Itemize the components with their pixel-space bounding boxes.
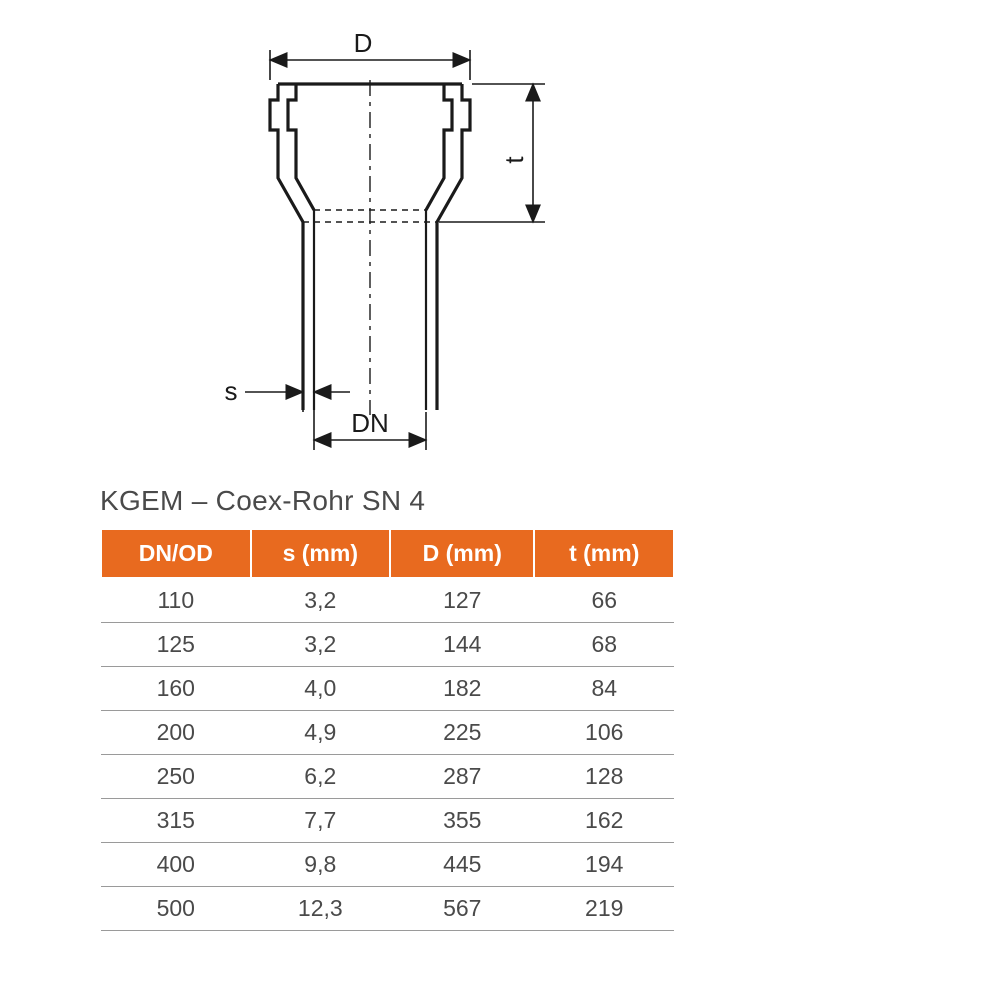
table-cell: 500 [101,887,251,931]
dim-label-s: s [225,376,238,406]
table-row: 2506,2287128 [101,755,674,799]
pipe-diagram: D t s DN [175,30,675,470]
table-cell: 12,3 [251,887,390,931]
col-header: s (mm) [251,529,390,578]
table-cell: 219 [534,887,674,931]
table-cell: 567 [390,887,534,931]
table-cell: 7,7 [251,799,390,843]
table-cell: 110 [101,578,251,623]
table-cell: 127 [390,578,534,623]
dim-label-D: D [354,30,373,58]
table-cell: 9,8 [251,843,390,887]
table-title: KGEM – Coex-Rohr SN 4 [100,485,425,517]
table-cell: 445 [390,843,534,887]
table-cell: 194 [534,843,674,887]
dimensions-table: DN/OD s (mm) D (mm) t (mm) 1103,21276612… [100,528,675,931]
table-cell: 66 [534,578,674,623]
table-cell: 160 [101,667,251,711]
col-header: DN/OD [101,529,251,578]
col-header: D (mm) [390,529,534,578]
table-cell: 106 [534,711,674,755]
table-cell: 287 [390,755,534,799]
table-row: 1253,214468 [101,623,674,667]
table-cell: 400 [101,843,251,887]
table-cell: 182 [390,667,534,711]
table-row: 1103,212766 [101,578,674,623]
table-cell: 3,2 [251,578,390,623]
table-cell: 315 [101,799,251,843]
table-row: 2004,9225106 [101,711,674,755]
table-cell: 355 [390,799,534,843]
table-row: 3157,7355162 [101,799,674,843]
col-header: t (mm) [534,529,674,578]
table-row: 50012,3567219 [101,887,674,931]
table-cell: 225 [390,711,534,755]
table-row: 1604,018284 [101,667,674,711]
table-cell: 4,0 [251,667,390,711]
table-cell: 162 [534,799,674,843]
table-cell: 84 [534,667,674,711]
table-cell: 128 [534,755,674,799]
table-cell: 144 [390,623,534,667]
table-cell: 250 [101,755,251,799]
table-cell: 4,9 [251,711,390,755]
table-cell: 200 [101,711,251,755]
table-cell: 125 [101,623,251,667]
table-cell: 3,2 [251,623,390,667]
table-cell: 68 [534,623,674,667]
dim-label-t: t [499,156,529,164]
table-header-row: DN/OD s (mm) D (mm) t (mm) [101,529,674,578]
dim-label-DN: DN [351,408,389,438]
table-row: 4009,8445194 [101,843,674,887]
table-cell: 6,2 [251,755,390,799]
